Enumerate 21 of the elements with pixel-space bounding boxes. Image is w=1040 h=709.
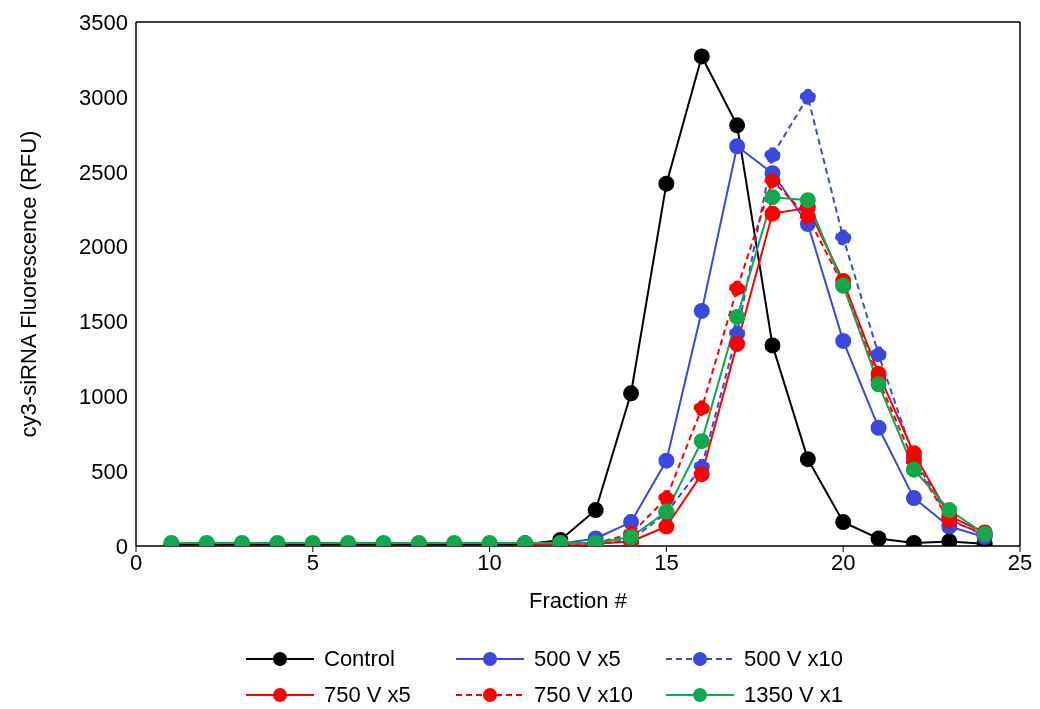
y-tick-label: 500 [91, 458, 128, 484]
legend-label: 750 V x5 [324, 682, 411, 708]
y-tick-label: 1000 [79, 384, 128, 410]
y-tick-label: 3500 [79, 9, 128, 35]
x-tick-label: 25 [1007, 549, 1033, 575]
legend-label: 750 V x10 [534, 682, 634, 708]
x-tick-label: 15 [654, 549, 679, 575]
x-tick-label: 5 [306, 549, 319, 575]
x-tick-label: 20 [830, 549, 856, 575]
y-tick-label: 2500 [79, 159, 128, 185]
x-axis-title: Fraction # [529, 588, 628, 613]
y-tick-label: 0 [115, 533, 128, 559]
y-axis-title: cy3-siRNA Fluorescence (RFU) [15, 130, 41, 438]
x-tick-label: 10 [477, 549, 502, 575]
legend-label: 500 V x10 [744, 646, 844, 672]
y-tick-label: 2000 [79, 234, 128, 260]
y-tick-label: 3000 [79, 84, 128, 110]
legend-label: Control [324, 646, 395, 672]
legend-label: 1350 V x1 [744, 682, 844, 708]
y-tick-label: 1500 [79, 309, 128, 335]
legend-label: 500 V x5 [534, 646, 621, 672]
